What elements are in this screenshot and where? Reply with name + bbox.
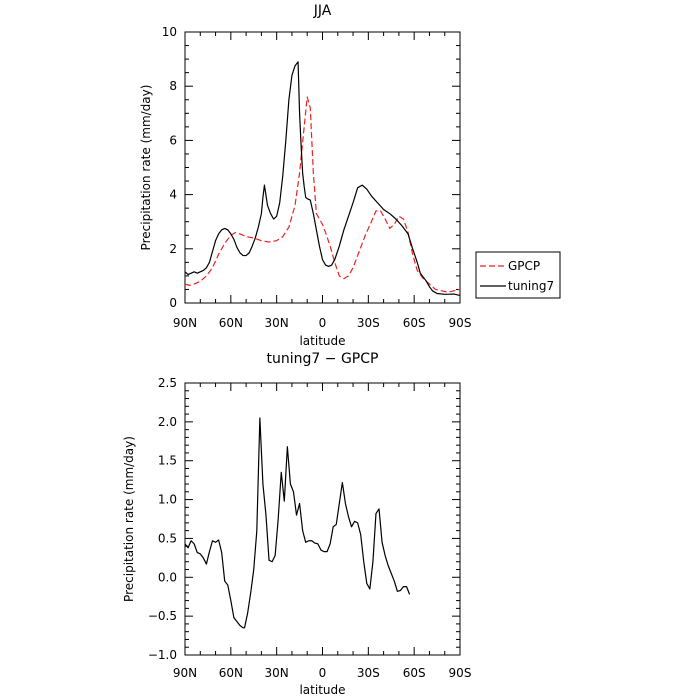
y-tick-label: 8 xyxy=(169,79,177,93)
legend-label-tuning7: tuning7 xyxy=(508,279,554,293)
x-tick-label: 90S xyxy=(449,666,472,680)
series-line-gpcp xyxy=(184,96,461,293)
x-axis-label: latitude xyxy=(299,334,345,348)
plot-frame-top xyxy=(184,31,461,304)
legend-label-gpcp: GPCP xyxy=(508,259,540,273)
y-tick-label: 6 xyxy=(169,133,177,147)
x-tick-label: 60S xyxy=(403,316,426,330)
y-tick-label: 10 xyxy=(162,25,177,39)
x-tick-label: 30S xyxy=(357,666,380,680)
y-tick-label: 1.0 xyxy=(158,493,177,507)
x-tick-label: 30N xyxy=(265,316,289,330)
x-tick-label: 90N xyxy=(173,666,197,680)
y-tick-label: 2.5 xyxy=(158,376,177,390)
chart-title: JJA xyxy=(313,3,332,19)
x-tick-label: 60S xyxy=(403,666,426,680)
plot-frame-bottom xyxy=(184,382,461,656)
chart-title: tuning7 − GPCP xyxy=(267,351,379,367)
x-tick-label: 60N xyxy=(219,316,243,330)
x-tick-label: 30N xyxy=(265,666,289,680)
y-tick-label: −1.0 xyxy=(148,648,177,662)
series-line-bottom-0 xyxy=(184,417,411,629)
y-tick-label: 1.5 xyxy=(158,454,177,468)
x-tick-label: 0 xyxy=(319,666,327,680)
series-line-tuning7 xyxy=(184,61,461,296)
legend-box xyxy=(475,251,561,299)
y-tick-label: 4 xyxy=(169,188,177,202)
y-axis-label: Precipitation rate (mm/day) xyxy=(122,436,136,602)
x-tick-label: 90S xyxy=(449,316,472,330)
y-tick-label: 0.0 xyxy=(158,570,177,584)
x-tick-label: 0 xyxy=(319,316,327,330)
x-tick-label: 30S xyxy=(357,316,380,330)
y-tick-label: 2 xyxy=(169,242,177,256)
y-tick-label: 0 xyxy=(169,296,177,310)
y-axis-label: Precipitation rate (mm/day) xyxy=(139,85,153,251)
x-tick-label: 60N xyxy=(219,666,243,680)
y-tick-label: −0.5 xyxy=(148,609,177,623)
y-tick-label: 2.0 xyxy=(158,415,177,429)
x-axis-label: latitude xyxy=(299,683,345,697)
x-tick-label: 90N xyxy=(173,316,197,330)
y-tick-label: 0.5 xyxy=(158,531,177,545)
